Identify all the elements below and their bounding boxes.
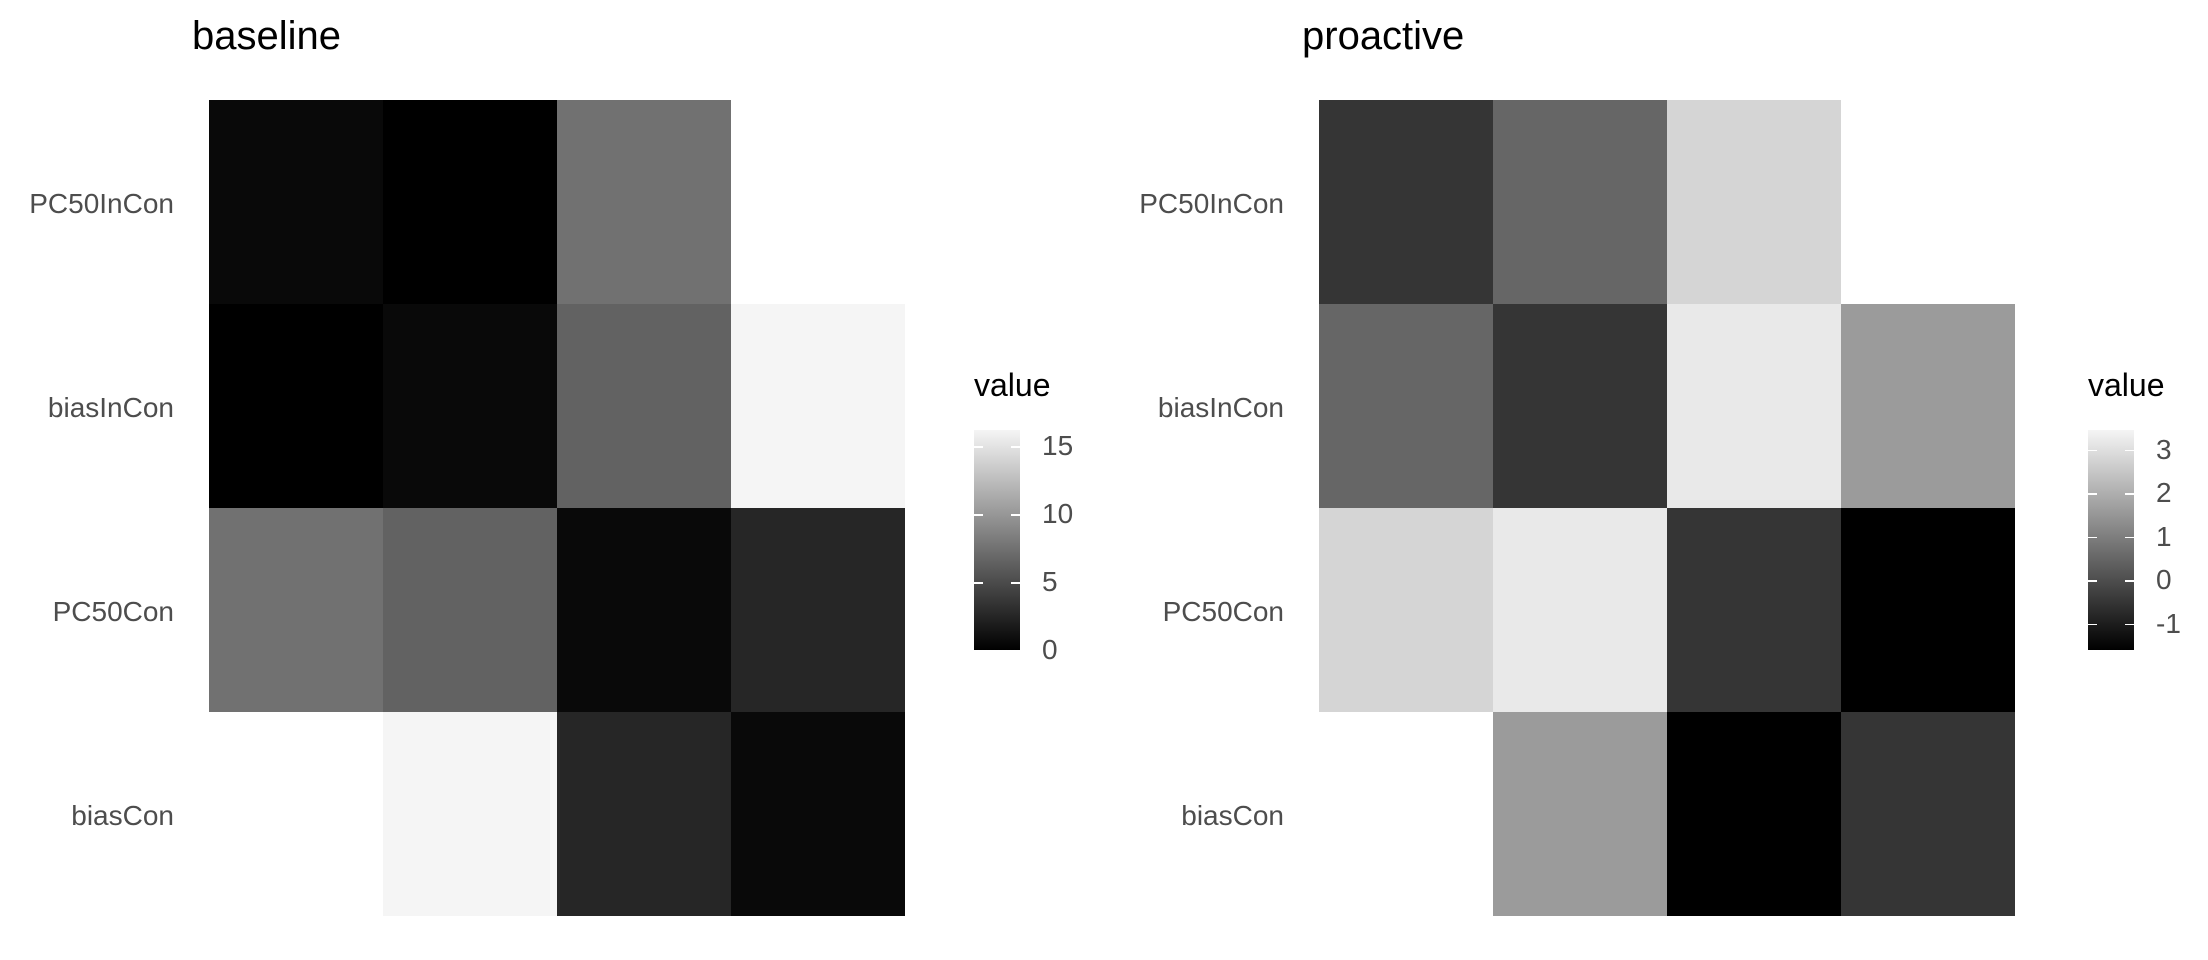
chart-title: proactive (1302, 14, 1465, 58)
heatmap-cell (383, 304, 557, 508)
legend-tick-mark (2125, 449, 2134, 452)
legend-tick-mark (2125, 536, 2134, 539)
legend-tick-label: 3 (2156, 433, 2172, 465)
legend-tick-mark (2125, 623, 2134, 626)
heatmap-cell (1493, 100, 1667, 304)
legend-tick-mark (2088, 536, 2097, 539)
legend-tick-mark (1011, 446, 1020, 448)
legend-colorbar (974, 430, 1020, 650)
legend-tick-mark (974, 650, 983, 652)
heatmap-cell (383, 508, 557, 712)
row-label: biasInCon (47, 392, 174, 423)
legend-colorbar (2088, 430, 2134, 650)
row-label: biasInCon (1157, 392, 1284, 423)
legend-tick-mark (2125, 493, 2134, 495)
heatmap-cell (1493, 304, 1667, 508)
baseline-panel: baseline PC50InCon biasInCon PC50Con bia… (29, 14, 1074, 916)
legend-tick-mark (2088, 580, 2097, 582)
row-label: PC50InCon (1139, 188, 1284, 219)
legend-tick-label: 5 (1042, 566, 1058, 598)
legend-tick-mark (1011, 582, 1020, 584)
legend-tick-label: 0 (2156, 564, 2172, 596)
heatmap-cell (383, 100, 557, 304)
legend-tick-mark (2125, 580, 2134, 582)
heatmap-cell (731, 508, 905, 712)
row-label: biasCon (1181, 800, 1284, 831)
heatmap-cell (1841, 712, 2015, 916)
legend-title: value (2088, 367, 2165, 403)
row-label: PC50Con (1162, 596, 1284, 627)
legend-tick-label: -1 (2156, 607, 2181, 639)
heatmap-cell (1493, 508, 1667, 712)
heatmap-cell (1841, 508, 2015, 712)
legend-title: value (974, 367, 1051, 403)
row-label: biasCon (71, 800, 174, 831)
heatmap-cell (1319, 508, 1493, 712)
heatmap-cell (1319, 304, 1493, 508)
heatmap-cell (1493, 712, 1667, 916)
legend-tick-label: 15 (1042, 430, 1074, 462)
heatmap-cell (1841, 304, 2015, 508)
heatmap-cell (1667, 100, 1841, 304)
legend-tick-mark (1011, 650, 1020, 652)
heatmap-cell (557, 712, 731, 916)
legend-tick-mark (974, 446, 983, 448)
legend-tick-mark (974, 514, 983, 516)
legend-tick-label: 0 (1042, 634, 1058, 665)
heatmap-cell (383, 712, 557, 916)
heatmap-cell (557, 100, 731, 304)
heatmap-cell (209, 508, 383, 712)
heatmap-cell (731, 304, 905, 508)
legend-tick-mark (1011, 514, 1020, 516)
heatmap-cell (557, 508, 731, 712)
heatmap-cell (209, 100, 383, 304)
heatmap-cell (1667, 712, 1841, 916)
proactive-panel: proactive PC50InCon biasInCon PC50Con bi… (1110, 0, 2208, 960)
heatmap-cell (1319, 100, 1493, 304)
heatmap-cell (209, 304, 383, 508)
row-label: PC50Con (52, 596, 174, 627)
legend-tick-mark (2088, 623, 2097, 626)
chart-title: baseline (192, 14, 342, 58)
legend-tick-mark (974, 582, 983, 584)
legend-tick-label: 10 (1042, 498, 1074, 530)
legend-tick-label: 2 (2156, 477, 2172, 509)
row-label: PC50InCon (29, 188, 174, 219)
legend-tick-label: 1 (2156, 520, 2172, 552)
legend-tick-mark (2088, 493, 2097, 495)
heatmap-cell (731, 712, 905, 916)
legend-tick-mark (2088, 449, 2097, 452)
heatmap-cell (1667, 508, 1841, 712)
heatmap-cell (1667, 304, 1841, 508)
heatmap-cell (557, 304, 731, 508)
